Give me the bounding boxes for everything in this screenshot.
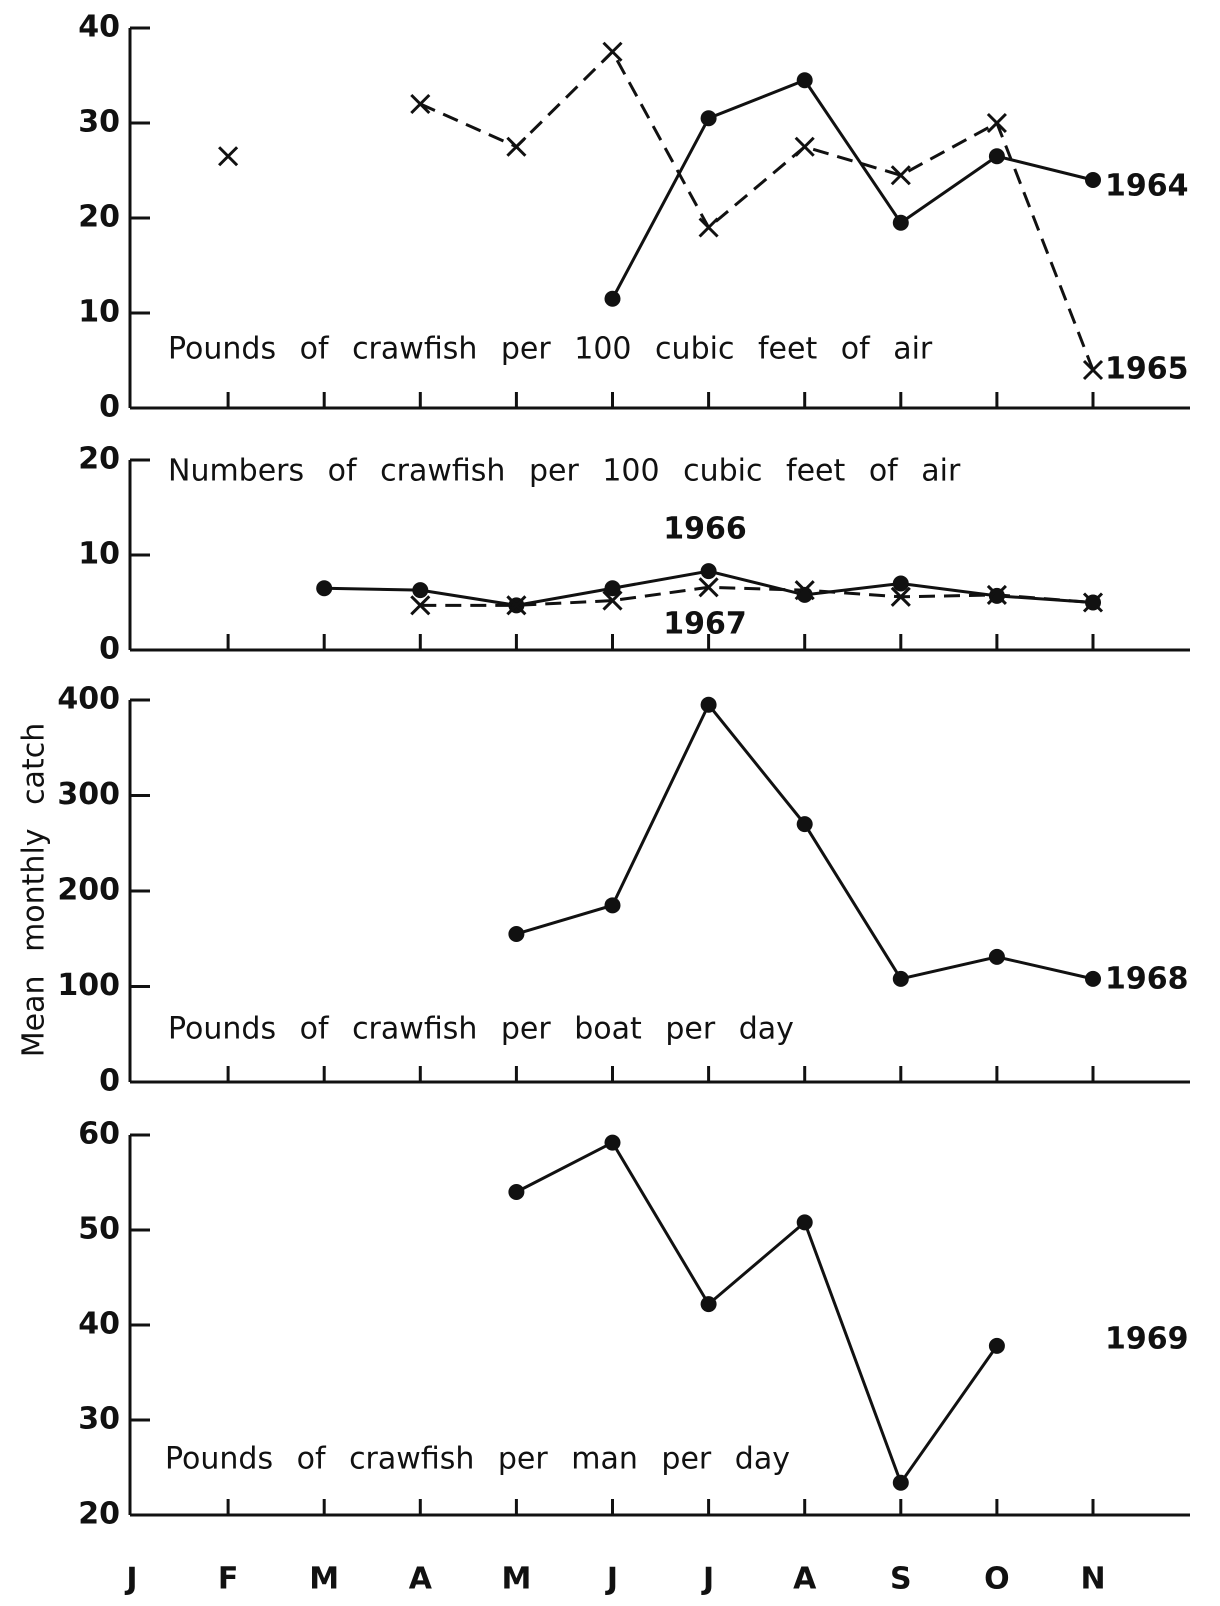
point (602, 41, 623, 62)
point (1082, 359, 1104, 381)
x-tick-label: N (1080, 1562, 1105, 1597)
point (700, 563, 717, 580)
x-tick-label: J (124, 1562, 137, 1597)
point (892, 214, 909, 231)
point (890, 165, 911, 186)
x-tick-label: S (890, 1562, 912, 1597)
y-tick-label: 60 (78, 1117, 120, 1152)
point (1082, 592, 1104, 613)
point (890, 586, 911, 607)
y-tick-label: 400 (57, 682, 120, 717)
panel-annotation: Numbers of crawfish per 100 cubic feet o… (168, 454, 961, 489)
point (988, 1337, 1005, 1354)
series-label: 1969 (1105, 1322, 1189, 1357)
point (986, 584, 1007, 605)
point (698, 577, 719, 598)
x-tick-label: J (701, 1562, 714, 1597)
series-line (515, 1140, 999, 1486)
point (892, 970, 909, 987)
panel-annotation: Pounds of crawfish per boat per day (168, 1012, 794, 1047)
point (1085, 970, 1101, 987)
point (412, 582, 429, 599)
y-tick-label: 300 (57, 777, 120, 812)
x-tick-label: J (605, 1562, 618, 1597)
panel-annotation: Pounds of crawfish per man per day (165, 1442, 790, 1477)
y-tick-label: 100 (57, 968, 120, 1003)
series-line (419, 49, 1095, 371)
series-line (420, 585, 1094, 607)
y-tick-label: 40 (78, 10, 120, 45)
y-tick-label: 0 (99, 1064, 120, 1099)
point (506, 136, 527, 157)
y-tick-label: 30 (78, 105, 120, 140)
y-tick-label: 0 (99, 390, 120, 425)
y-tick-label: 20 (78, 442, 120, 477)
point (410, 93, 431, 115)
point (988, 948, 1005, 965)
point (796, 1214, 813, 1231)
x-tick-label: M (501, 1562, 531, 1597)
y-tick-label: 50 (78, 1212, 120, 1247)
point (700, 1296, 717, 1313)
y-tick-label: 0 (99, 632, 120, 667)
point (506, 595, 527, 616)
point (604, 580, 621, 597)
point (794, 580, 815, 601)
point (700, 696, 717, 713)
series-label: 1968 (1105, 962, 1189, 997)
x-tick-label: A (793, 1562, 817, 1597)
panel-annotation: Pounds of crawfish per 100 cubic feet of… (168, 332, 933, 367)
point (602, 590, 623, 611)
point (604, 897, 621, 914)
point (1085, 172, 1101, 188)
point (700, 110, 717, 127)
x-tick-label: F (218, 1562, 239, 1597)
point (794, 136, 815, 157)
point (604, 1134, 621, 1151)
series-label: 1966 (663, 512, 747, 547)
series-label: 1965 (1105, 352, 1189, 387)
y-tick-label: 30 (78, 1402, 120, 1437)
y-axis-label: Mean monthly catch (17, 723, 52, 1057)
x-tick-label: O (984, 1562, 1010, 1597)
y-tick-label: 200 (57, 873, 120, 908)
point (508, 1184, 525, 1200)
y-tick-label: 20 (78, 200, 120, 235)
point (316, 580, 333, 597)
y-tick-label: 10 (78, 537, 120, 572)
y-tick-label: 10 (78, 295, 120, 330)
point (796, 816, 813, 833)
y-tick-label: 40 (78, 1307, 120, 1342)
series-line (611, 78, 1094, 300)
series-line (515, 701, 1094, 981)
point (796, 72, 813, 89)
series-label: 1967 (663, 607, 747, 642)
series-label: 1964 (1105, 169, 1189, 204)
y-tick-label: 20 (78, 1497, 120, 1532)
point (218, 146, 239, 167)
point (892, 575, 909, 592)
point (988, 148, 1005, 165)
x-tick-label: A (409, 1562, 433, 1597)
x-tick-label: M (309, 1562, 339, 1597)
point (508, 925, 525, 942)
point (986, 112, 1007, 134)
point (410, 595, 431, 616)
point (604, 290, 621, 307)
point (698, 217, 719, 238)
point (892, 1474, 909, 1491)
